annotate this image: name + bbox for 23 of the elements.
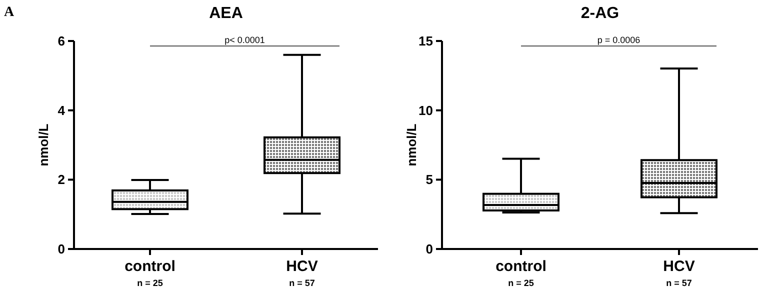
x-tick-label: HCV — [286, 258, 318, 275]
y-tick-label: 4 — [58, 102, 66, 118]
y-tick-label: 0 — [58, 242, 65, 257]
y-axis-title: nmol/L — [36, 124, 51, 166]
chart-title: AEA — [209, 5, 244, 22]
y-tick-label: 0 — [426, 242, 433, 257]
y-axis-title: nmol/L — [404, 124, 419, 166]
text: n = 57 — [289, 278, 315, 288]
annotation: p = 0.0006 — [597, 35, 640, 45]
y-tick-label: 10 — [418, 102, 433, 118]
y-tick-label: 5 — [426, 172, 433, 188]
chart-title: 2-AG — [580, 5, 620, 22]
y-tick-label: 2 — [58, 172, 65, 188]
text: n = 57 — [666, 278, 692, 288]
y-tick-label: 6 — [58, 34, 65, 49]
text: n = 25 — [137, 278, 163, 288]
text: n = 25 — [508, 278, 534, 288]
x-tick-label: HCV — [663, 258, 695, 275]
y-tick-label: 15 — [418, 34, 433, 49]
x-tick-label: control — [124, 258, 176, 275]
annotation: p< 0.0001 — [224, 35, 265, 45]
x-tick-label: control — [496, 258, 546, 275]
text: A — [4, 5, 15, 20]
